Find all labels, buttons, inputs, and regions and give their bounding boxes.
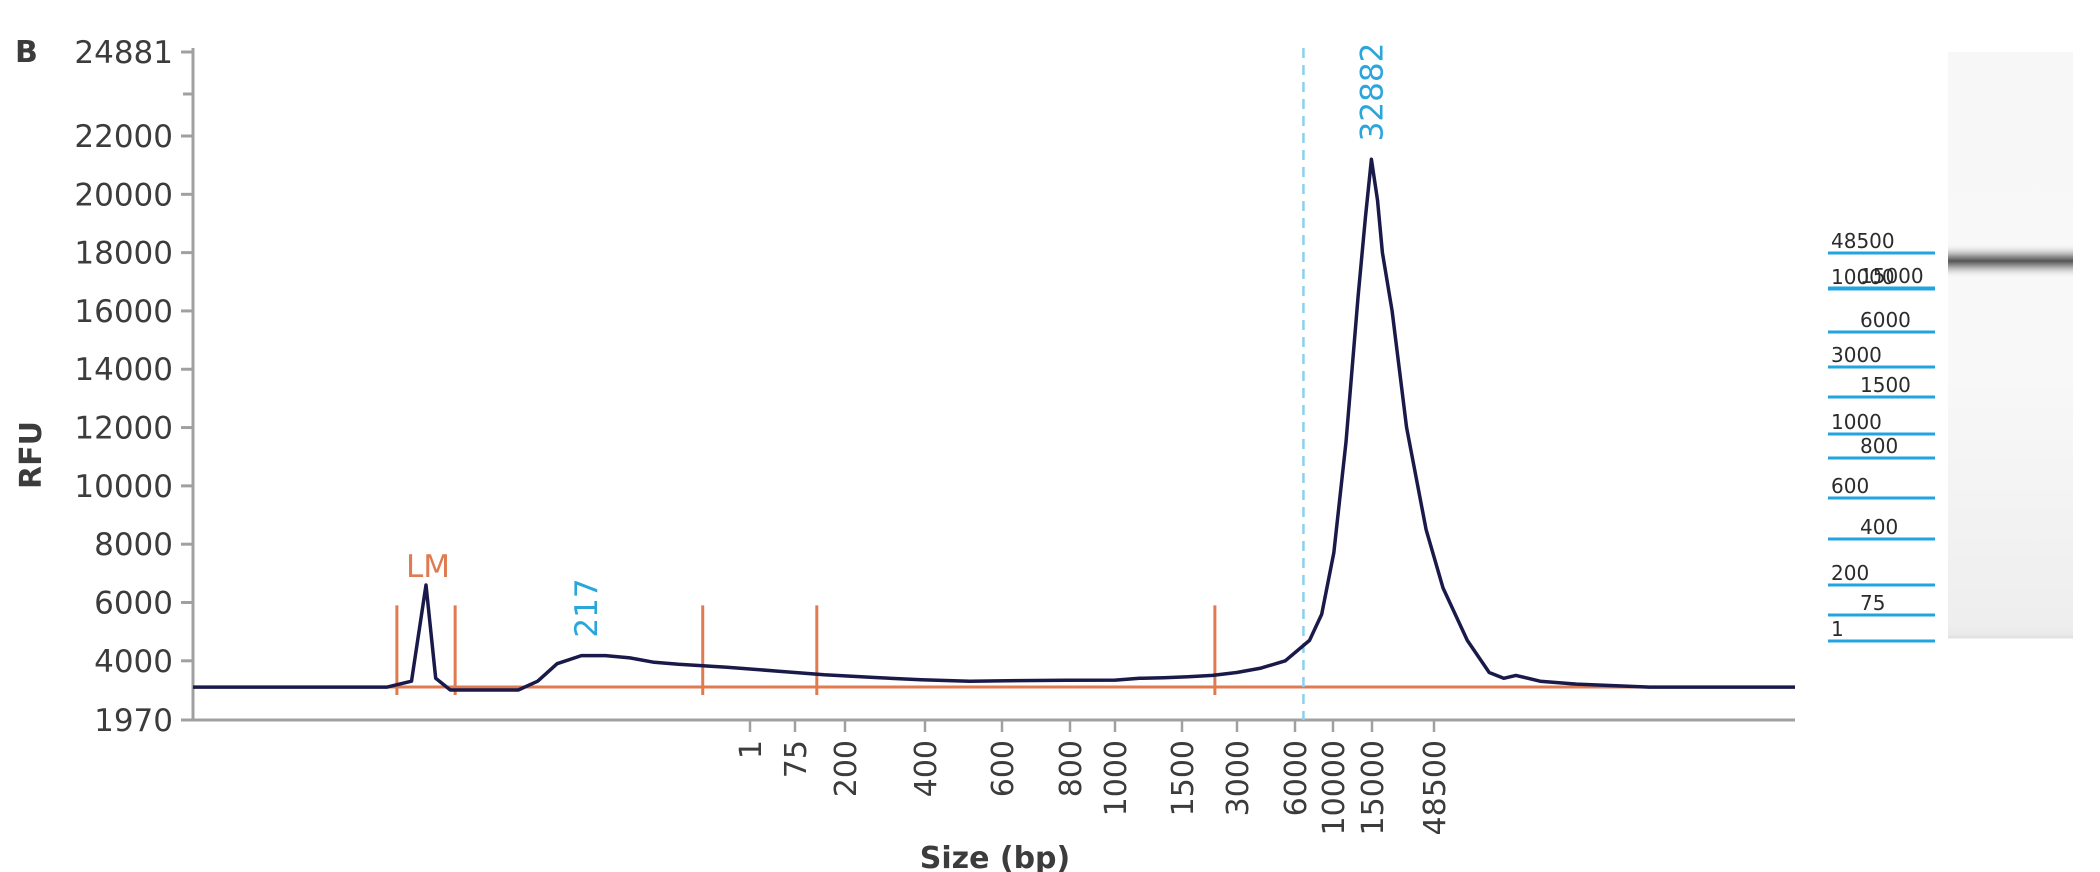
y-tick-label: 12000 — [74, 411, 173, 447]
x-tick-label: 3000 — [1221, 740, 1256, 816]
panel-label: B — [15, 35, 38, 70]
y-tick-label: 20000 — [74, 177, 173, 213]
ladder-band-label: 48500 — [1831, 229, 1895, 253]
signal-trace — [193, 157, 1795, 692]
x-tick-label: 600 — [986, 740, 1021, 797]
ladder-band-label: 1 — [1831, 617, 1844, 641]
ladder-band-label: 800 — [1860, 434, 1898, 458]
y-tick-label: 24881 — [74, 35, 173, 71]
y-tick-label: 16000 — [74, 294, 173, 330]
x-tick-label: 10000 — [1317, 740, 1352, 835]
plot-area: 32882 217 LM — [193, 43, 1795, 720]
ladder-band-label: 200 — [1831, 561, 1869, 585]
ladder-band-label: 3000 — [1831, 343, 1882, 367]
y-axis-title: RFU — [14, 421, 49, 489]
lower-marker-label: LM — [406, 549, 450, 585]
ladder-band-label: 75 — [1860, 591, 1885, 615]
y-tick-label: 8000 — [94, 527, 173, 563]
y-tick-label: 6000 — [94, 586, 173, 622]
x-axis: 1 75 200 400 600 800 1000 1500 3000 6000 10000 1500… — [191, 718, 1795, 835]
y-tick-label: 10000 — [74, 469, 173, 505]
y-tick-label: 14000 — [74, 352, 173, 388]
peak-label: 32882 — [1354, 43, 1390, 142]
gel-lane — [1948, 52, 2073, 637]
ladder-band-label: 10000 — [1831, 265, 1895, 289]
x-tick-label: 15000 — [1356, 740, 1391, 835]
x-tick-label: 800 — [1054, 740, 1089, 797]
ladder-band-label: 6000 — [1860, 308, 1911, 332]
y-tick-label: 22000 — [74, 119, 173, 155]
ladder-band-label: 600 — [1831, 474, 1869, 498]
y-tick-label: 18000 — [74, 236, 173, 272]
y-tick-label: 1970 — [94, 703, 173, 739]
ladder-band-label: 15000 — [1860, 264, 1924, 288]
ladder-band-label: 1500 — [1860, 373, 1911, 397]
y-tick-label: 4000 — [94, 644, 173, 680]
x-tick-label: 1000 — [1099, 740, 1134, 816]
ladder-panel: 48500 10000 3000 1000 600 200 1 15000 6000 1500 80… — [1828, 52, 2073, 643]
x-tick-label: 6000 — [1279, 740, 1314, 816]
ladder-band-label: 400 — [1860, 515, 1898, 539]
x-tick-label: 1 — [734, 740, 769, 759]
y-axis: 1970 4000 6000 8000 10000 12000 14000 16000 1800… — [74, 35, 195, 739]
x-tick-label: 400 — [909, 740, 944, 797]
ladder-band-label: 1000 — [1831, 410, 1882, 434]
x-tick-label: 200 — [829, 740, 864, 797]
gel-band — [1948, 244, 2073, 278]
x-tick-label: 1500 — [1166, 740, 1201, 816]
x-tick-label: 48500 — [1418, 740, 1453, 835]
x-tick-label: 75 — [779, 740, 814, 778]
x-axis-title: Size (bp) — [920, 841, 1071, 872]
peak-label: 217 — [569, 578, 605, 637]
